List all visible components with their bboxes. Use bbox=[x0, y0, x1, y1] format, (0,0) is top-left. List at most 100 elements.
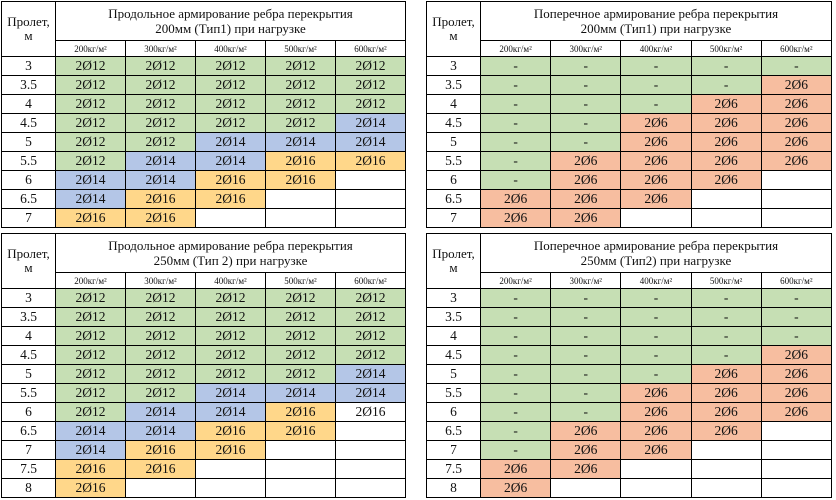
transverse-reinforcement-type2-table: Пролет, м Поперечное армирование ребра пе… bbox=[426, 233, 832, 498]
reinforcement-cell: 2Ø6 bbox=[760, 113, 832, 133]
reinforcement-cell bbox=[265, 478, 336, 498]
load-column-header: 400кг/м² bbox=[620, 272, 692, 289]
reinforcement-cell: 2Ø16 bbox=[195, 421, 266, 441]
load-column-header: 500кг/м² bbox=[690, 40, 762, 57]
reinforcement-cell: 2Ø6 bbox=[479, 208, 552, 228]
span-value: 7.5 bbox=[1, 459, 56, 479]
span-value: 6.5 bbox=[426, 189, 481, 209]
reinforcement-cell: - bbox=[620, 345, 692, 365]
span-value: 6 bbox=[1, 170, 56, 190]
reinforcement-cell: 2Ø12 bbox=[265, 75, 336, 95]
reinforcement-cell: - bbox=[550, 94, 622, 114]
reinforcement-cell: 2Ø6 bbox=[620, 151, 692, 171]
reinforcement-cell: 2Ø12 bbox=[55, 113, 126, 133]
span-value: 4.5 bbox=[426, 113, 481, 133]
reinforcement-cell: - bbox=[550, 345, 622, 365]
reinforcement-cell: 2Ø14 bbox=[125, 170, 196, 190]
reinforcement-cell: 2Ø6 bbox=[550, 170, 622, 190]
span-value: 5 bbox=[1, 364, 56, 384]
reinforcement-cell bbox=[125, 478, 196, 498]
reinforcement-cell: 2Ø12 bbox=[195, 288, 266, 308]
span-value: 4 bbox=[1, 326, 56, 346]
span-value: 5.5 bbox=[426, 151, 481, 171]
span-value: 7 bbox=[426, 208, 481, 228]
span-value: 7.5 bbox=[426, 459, 481, 479]
table-row: 6.5 2Ø6 2Ø6 2Ø6 bbox=[426, 189, 832, 209]
reinforcement-cell: 2Ø12 bbox=[125, 132, 196, 152]
reinforcement-cell: 2Ø14 bbox=[55, 421, 126, 441]
load-column-header: 300кг/м² bbox=[550, 272, 622, 289]
reinforcement-cell: 2Ø12 bbox=[55, 326, 126, 346]
reinforcement-cell: 2Ø6 bbox=[620, 189, 692, 209]
table-title: Поперечное армирование ребра перекрытия … bbox=[480, 233, 832, 273]
reinforcement-cell: 2Ø6 bbox=[479, 189, 552, 209]
reinforcement-cell bbox=[760, 440, 832, 460]
span-value: 8 bbox=[426, 478, 481, 498]
reinforcement-cell: 2Ø14 bbox=[125, 402, 196, 422]
reinforcement-cell: 2Ø16 bbox=[125, 189, 196, 209]
reinforcement-cell: 2Ø14 bbox=[195, 151, 266, 171]
load-column-header: 600кг/м² bbox=[334, 40, 407, 57]
reinforcement-cell: 2Ø12 bbox=[265, 113, 336, 133]
span-value: 3 bbox=[426, 56, 481, 76]
reinforcement-cell: - bbox=[620, 75, 692, 95]
load-column-header: 400кг/м² bbox=[195, 40, 266, 57]
reinforcement-cell bbox=[620, 478, 692, 498]
reinforcement-cell: 2Ø14 bbox=[125, 151, 196, 171]
load-column-header: 500кг/м² bbox=[265, 40, 336, 57]
reinforcement-cell: 2Ø6 bbox=[690, 94, 762, 114]
reinforcement-cell: 2Ø14 bbox=[334, 383, 407, 403]
reinforcement-cell: 2Ø16 bbox=[55, 459, 126, 479]
reinforcement-cell: 2Ø12 bbox=[125, 364, 196, 384]
reinforcement-cell: 2Ø12 bbox=[55, 345, 126, 365]
reinforcement-cell: 2Ø14 bbox=[334, 113, 407, 133]
reinforcement-cell bbox=[620, 208, 692, 228]
reinforcement-cell: 2Ø14 bbox=[334, 132, 407, 152]
reinforcement-cell bbox=[334, 170, 407, 190]
reinforcement-cell: 2Ø6 bbox=[760, 402, 832, 422]
reinforcement-cell: 2Ø16 bbox=[55, 208, 126, 228]
reinforcement-cell: 2Ø12 bbox=[265, 326, 336, 346]
reinforcement-cell: - bbox=[479, 113, 552, 133]
reinforcement-cell: 2Ø6 bbox=[620, 113, 692, 133]
longitudinal-reinforcement-type1-table: Пролет, м Продольное армирование ребра пе… bbox=[1, 1, 407, 228]
reinforcement-cell bbox=[760, 421, 832, 441]
reinforcement-cell: 2Ø6 bbox=[690, 364, 762, 384]
reinforcement-cell: 2Ø6 bbox=[690, 113, 762, 133]
reinforcement-cell bbox=[195, 478, 266, 498]
table-row: 6.5 2Ø14 2Ø14 2Ø16 2Ø16 bbox=[1, 421, 407, 441]
reinforcement-cell: 2Ø16 bbox=[265, 151, 336, 171]
reinforcement-cell: 2Ø16 bbox=[195, 440, 266, 460]
table-row: 5.5 2Ø12 2Ø12 2Ø14 2Ø14 2Ø14 bbox=[1, 383, 407, 403]
reinforcement-cell: - bbox=[479, 170, 552, 190]
span-value: 6 bbox=[426, 402, 481, 422]
load-column-header: 200кг/м² bbox=[55, 40, 126, 57]
reinforcement-cell bbox=[550, 478, 622, 498]
table-row: 3.5- - - -2Ø6 bbox=[426, 75, 832, 95]
reinforcement-cell: 2Ø12 bbox=[195, 94, 266, 114]
reinforcement-cell: 2Ø12 bbox=[125, 288, 196, 308]
reinforcement-cell bbox=[265, 440, 336, 460]
reinforcement-cell: 2Ø6 bbox=[690, 132, 762, 152]
load-column-header: 600кг/м² bbox=[760, 40, 832, 57]
reinforcement-cell: 2Ø12 bbox=[55, 94, 126, 114]
reinforcement-cell: 2Ø6 bbox=[690, 421, 762, 441]
reinforcement-cell: 2Ø6 bbox=[479, 478, 552, 498]
reinforcement-cell bbox=[690, 478, 762, 498]
reinforcement-cell: 2Ø14 bbox=[55, 440, 126, 460]
span-value: 3 bbox=[1, 288, 56, 308]
reinforcement-cell bbox=[760, 478, 832, 498]
reinforcement-cell: 2Ø12 bbox=[265, 94, 336, 114]
reinforcement-cell: 2Ø12 bbox=[195, 75, 266, 95]
reinforcement-cell: - bbox=[760, 326, 832, 346]
reinforcement-cell: 2Ø12 bbox=[125, 56, 196, 76]
reinforcement-cell: 2Ø12 bbox=[125, 113, 196, 133]
span-value: 3.5 bbox=[1, 75, 56, 95]
reinforcement-cell: - bbox=[760, 307, 832, 327]
reinforcement-cell: 2Ø16 bbox=[195, 189, 266, 209]
reinforcement-cell bbox=[690, 189, 762, 209]
reinforcement-cell: 2Ø12 bbox=[55, 75, 126, 95]
load-column-header: 300кг/м² bbox=[125, 40, 196, 57]
span-value: 5 bbox=[426, 364, 481, 384]
reinforcement-cell: 2Ø6 bbox=[620, 402, 692, 422]
